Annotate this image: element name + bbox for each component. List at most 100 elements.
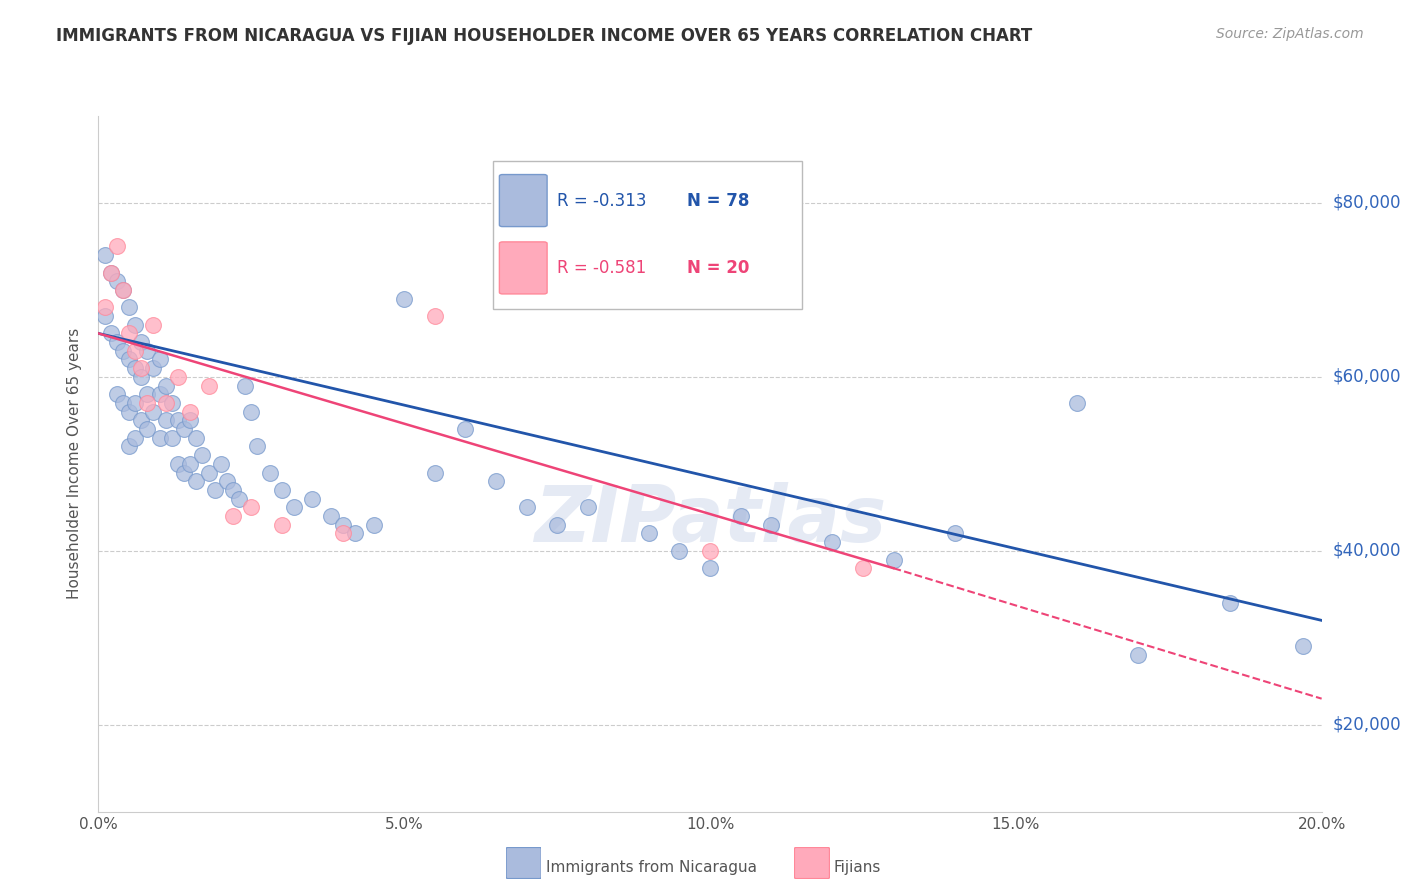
Point bbox=[454, 422, 477, 436]
Point bbox=[111, 343, 134, 358]
Point bbox=[105, 239, 128, 253]
Text: R = -0.581: R = -0.581 bbox=[557, 259, 645, 277]
Point bbox=[167, 413, 190, 427]
Point bbox=[319, 508, 342, 523]
Point bbox=[118, 352, 141, 367]
FancyBboxPatch shape bbox=[499, 242, 547, 294]
Point bbox=[100, 266, 122, 280]
Point bbox=[1066, 396, 1088, 410]
Point bbox=[142, 361, 165, 376]
Point bbox=[93, 301, 115, 315]
Text: $80,000: $80,000 bbox=[1333, 194, 1402, 212]
Point bbox=[186, 475, 208, 489]
Point bbox=[759, 517, 782, 532]
Point bbox=[197, 378, 219, 392]
Point bbox=[204, 483, 226, 497]
Point bbox=[1128, 648, 1150, 662]
Point bbox=[332, 517, 354, 532]
Point bbox=[546, 517, 568, 532]
Point bbox=[637, 526, 661, 541]
Text: IMMIGRANTS FROM NICARAGUA VS FIJIAN HOUSEHOLDER INCOME OVER 65 YEARS CORRELATION: IMMIGRANTS FROM NICARAGUA VS FIJIAN HOUS… bbox=[56, 27, 1032, 45]
FancyBboxPatch shape bbox=[794, 847, 830, 879]
Point bbox=[124, 318, 146, 332]
Point bbox=[222, 508, 245, 523]
Point bbox=[118, 326, 141, 341]
Point bbox=[129, 361, 152, 376]
Point bbox=[197, 466, 219, 480]
FancyBboxPatch shape bbox=[506, 847, 541, 879]
Point bbox=[149, 387, 172, 401]
Point bbox=[173, 422, 195, 436]
Point bbox=[883, 552, 905, 566]
Point bbox=[149, 352, 172, 367]
Point bbox=[179, 413, 201, 427]
FancyBboxPatch shape bbox=[499, 175, 547, 227]
Point bbox=[186, 431, 208, 445]
Point bbox=[516, 500, 538, 515]
Point bbox=[240, 405, 263, 419]
Point bbox=[142, 405, 165, 419]
Point bbox=[155, 413, 177, 427]
Point bbox=[142, 318, 165, 332]
Point bbox=[301, 491, 323, 506]
Point bbox=[209, 457, 232, 471]
Point bbox=[485, 475, 508, 489]
Text: $20,000: $20,000 bbox=[1333, 715, 1402, 734]
Point bbox=[111, 396, 134, 410]
Point bbox=[124, 343, 146, 358]
Point bbox=[173, 466, 195, 480]
Point bbox=[179, 457, 201, 471]
Point bbox=[124, 396, 146, 410]
Point bbox=[105, 274, 128, 288]
Point bbox=[270, 483, 292, 497]
Point bbox=[259, 466, 281, 480]
Point bbox=[332, 526, 354, 541]
Text: $40,000: $40,000 bbox=[1333, 541, 1402, 560]
Point bbox=[160, 431, 183, 445]
Point bbox=[191, 448, 214, 462]
Text: Source: ZipAtlas.com: Source: ZipAtlas.com bbox=[1216, 27, 1364, 41]
Text: ZIPatlas: ZIPatlas bbox=[534, 482, 886, 558]
Point bbox=[155, 378, 177, 392]
Y-axis label: Householder Income Over 65 years: Householder Income Over 65 years bbox=[67, 328, 83, 599]
Point bbox=[270, 517, 292, 532]
Point bbox=[124, 361, 146, 376]
Text: N = 78: N = 78 bbox=[688, 192, 749, 210]
Point bbox=[423, 466, 446, 480]
Point bbox=[136, 396, 159, 410]
Point bbox=[93, 309, 115, 323]
Point bbox=[118, 301, 141, 315]
Point bbox=[136, 343, 159, 358]
Point bbox=[852, 561, 875, 575]
Point bbox=[344, 526, 367, 541]
Point bbox=[1219, 596, 1241, 610]
Point bbox=[423, 309, 446, 323]
FancyBboxPatch shape bbox=[494, 161, 801, 310]
Point bbox=[222, 483, 245, 497]
Point bbox=[136, 387, 159, 401]
Point bbox=[699, 561, 721, 575]
Point bbox=[149, 431, 172, 445]
Point bbox=[129, 370, 152, 384]
Point bbox=[155, 396, 177, 410]
Point bbox=[100, 266, 122, 280]
Point bbox=[699, 543, 721, 558]
Point bbox=[105, 335, 128, 350]
Point bbox=[100, 326, 122, 341]
Text: Fijians: Fijians bbox=[834, 861, 882, 875]
Point bbox=[167, 457, 190, 471]
Point bbox=[105, 387, 128, 401]
Point bbox=[179, 405, 201, 419]
Point bbox=[363, 517, 385, 532]
Point bbox=[821, 535, 844, 549]
Point bbox=[246, 440, 269, 454]
Point bbox=[1292, 640, 1315, 654]
Point bbox=[215, 475, 238, 489]
Text: Immigrants from Nicaragua: Immigrants from Nicaragua bbox=[546, 861, 756, 875]
Point bbox=[124, 431, 146, 445]
Point bbox=[129, 413, 152, 427]
Point bbox=[240, 500, 263, 515]
Point bbox=[118, 405, 141, 419]
Point bbox=[129, 335, 152, 350]
Point bbox=[111, 283, 134, 297]
